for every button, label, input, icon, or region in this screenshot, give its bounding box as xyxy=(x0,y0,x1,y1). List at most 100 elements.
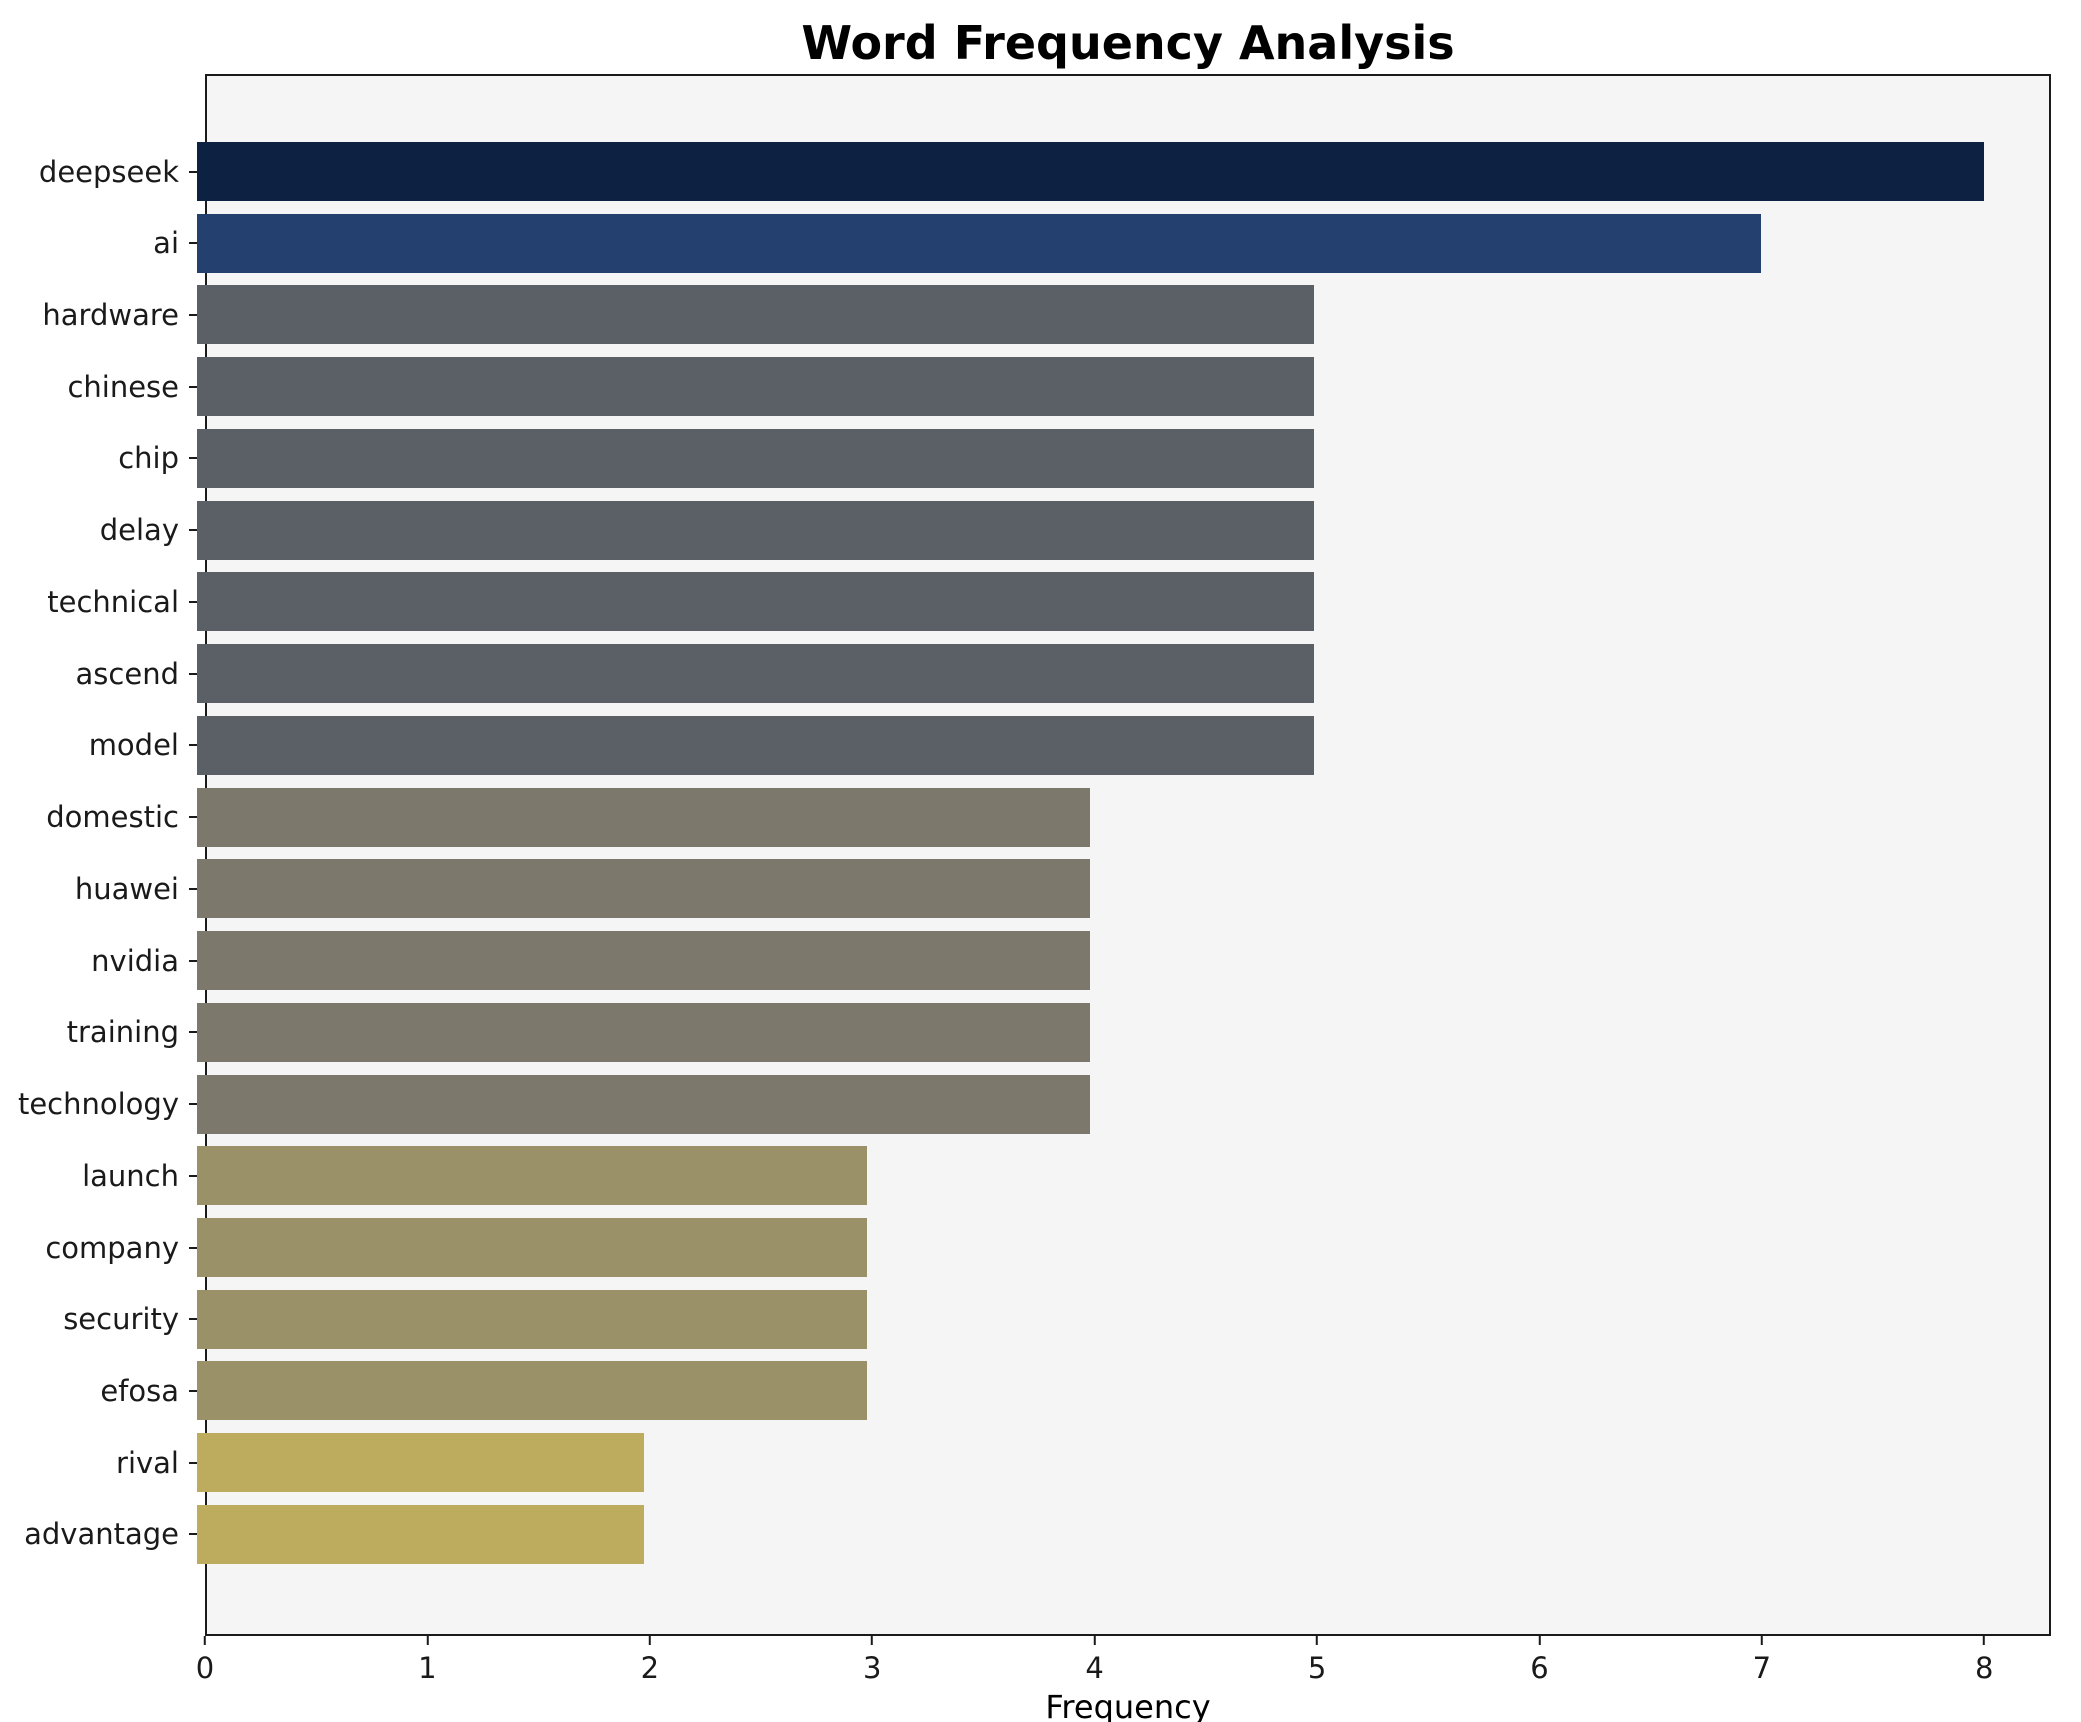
y-tick-mark xyxy=(189,529,197,532)
y-tick-label: deepseek xyxy=(38,154,179,189)
x-tick: 0 xyxy=(196,1636,214,1685)
bar-track xyxy=(197,1433,2051,1493)
bar-row: ascend xyxy=(0,644,2051,704)
bar-security xyxy=(197,1289,868,1349)
bar-ascend xyxy=(197,644,1314,704)
y-tick-label: security xyxy=(63,1302,179,1337)
y-tick-mark xyxy=(189,1174,197,1177)
bar-track xyxy=(197,1074,2051,1134)
bar-row: efosa xyxy=(0,1361,2051,1421)
bar-track xyxy=(197,1504,2051,1564)
x-tick: 2 xyxy=(641,1636,659,1685)
y-tick-label: training xyxy=(66,1015,179,1050)
y-tick-mark xyxy=(189,887,197,890)
bar-row: company xyxy=(0,1218,2051,1278)
bar-technical xyxy=(197,572,1314,632)
bar-row: model xyxy=(0,715,2051,775)
bar-row: launch xyxy=(0,1146,2051,1206)
bar-chip xyxy=(197,428,1314,488)
bar-track xyxy=(197,1146,2051,1206)
bar-track xyxy=(197,1218,2051,1278)
bar-delay xyxy=(197,500,1314,560)
y-tick-mark xyxy=(189,1533,197,1536)
y-tick-mark xyxy=(189,744,197,747)
y-tick-label: advantage xyxy=(24,1517,179,1552)
x-tick-mark xyxy=(1093,1636,1096,1645)
x-tick-label: 2 xyxy=(640,1651,660,1685)
bar-row: ai xyxy=(0,213,2051,273)
bar-ai xyxy=(197,213,1761,273)
x-tick-label: 5 xyxy=(1307,1651,1327,1685)
x-tick-label: 6 xyxy=(1530,1651,1549,1685)
x-tick-mark xyxy=(1983,1636,1986,1645)
y-tick-label: chinese xyxy=(67,369,179,404)
x-tick-mark xyxy=(1538,1636,1541,1645)
y-tick-label: efosa xyxy=(100,1373,179,1408)
bar-deepseek xyxy=(197,142,1984,201)
bar-track xyxy=(197,644,2051,704)
x-tick-label: 0 xyxy=(195,1651,215,1685)
y-tick-label: model xyxy=(88,728,179,763)
bar-nvidia xyxy=(197,931,1091,991)
bar-row: delay xyxy=(0,500,2051,560)
bar-row: nvidia xyxy=(0,931,2051,991)
y-tick-mark xyxy=(189,170,197,173)
bar-huawei xyxy=(197,859,1091,919)
x-tick: 6 xyxy=(1530,1636,1549,1685)
x-tick: 8 xyxy=(1975,1636,1993,1685)
x-tick-label: 8 xyxy=(1975,1651,1994,1685)
y-tick-label: ascend xyxy=(75,656,179,691)
y-tick-label: technical xyxy=(47,584,179,619)
bar-row: advantage xyxy=(0,1504,2051,1564)
x-tick: 4 xyxy=(1085,1636,1104,1685)
bar-advantage xyxy=(197,1504,644,1564)
bar-rival xyxy=(197,1433,644,1493)
y-tick-label: nvidia xyxy=(91,943,179,978)
y-tick-mark xyxy=(189,959,197,962)
bar-track xyxy=(197,1289,2051,1349)
bar-row: domestic xyxy=(0,787,2051,847)
y-tick-label: huawei xyxy=(74,871,179,906)
x-tick-mark xyxy=(426,1636,429,1645)
bar-row: hardware xyxy=(0,285,2051,345)
bar-row: rival xyxy=(0,1433,2051,1493)
bar-track xyxy=(197,787,2051,847)
y-tick-label: technology xyxy=(17,1087,179,1122)
y-tick-mark xyxy=(189,1031,197,1034)
y-tick-mark xyxy=(189,1318,197,1321)
y-tick-mark xyxy=(189,385,197,388)
bar-technology xyxy=(197,1074,1091,1134)
y-tick-label: chip xyxy=(118,441,179,476)
bar-track xyxy=(197,1002,2051,1062)
y-tick-mark xyxy=(189,1246,197,1249)
y-tick-mark xyxy=(189,242,197,245)
bar-company xyxy=(197,1218,868,1278)
x-tick-label: 3 xyxy=(862,1651,882,1685)
x-axis-label: Frequency xyxy=(1045,1688,1211,1722)
bar-row: chinese xyxy=(0,357,2051,417)
bar-row: training xyxy=(0,1002,2051,1062)
bar-track xyxy=(197,213,2051,273)
bar-training xyxy=(197,1002,1091,1062)
y-tick-mark xyxy=(189,1103,197,1106)
y-tick-label: ai xyxy=(153,226,179,261)
bar-row: technical xyxy=(0,572,2051,632)
bar-row: deepseek xyxy=(0,142,2051,201)
y-tick-label: delay xyxy=(99,513,179,548)
bar-launch xyxy=(197,1146,868,1206)
bar-model xyxy=(197,715,1314,775)
bar-domestic xyxy=(197,787,1091,847)
x-tick-label: 7 xyxy=(1752,1651,1772,1685)
x-tick: 5 xyxy=(1308,1636,1326,1685)
y-tick-label: company xyxy=(45,1230,179,1265)
y-tick-mark xyxy=(189,672,197,675)
x-tick-mark xyxy=(1760,1636,1763,1645)
x-tick: 3 xyxy=(863,1636,881,1685)
bar-track xyxy=(197,142,2051,201)
y-tick-label: hardware xyxy=(42,297,179,332)
bars-container: deepseek ai hardware chinese chip delay techni… xyxy=(0,142,2051,1564)
bar-row: security xyxy=(0,1289,2051,1349)
bar-chinese xyxy=(197,357,1314,417)
y-tick-mark xyxy=(189,313,197,316)
